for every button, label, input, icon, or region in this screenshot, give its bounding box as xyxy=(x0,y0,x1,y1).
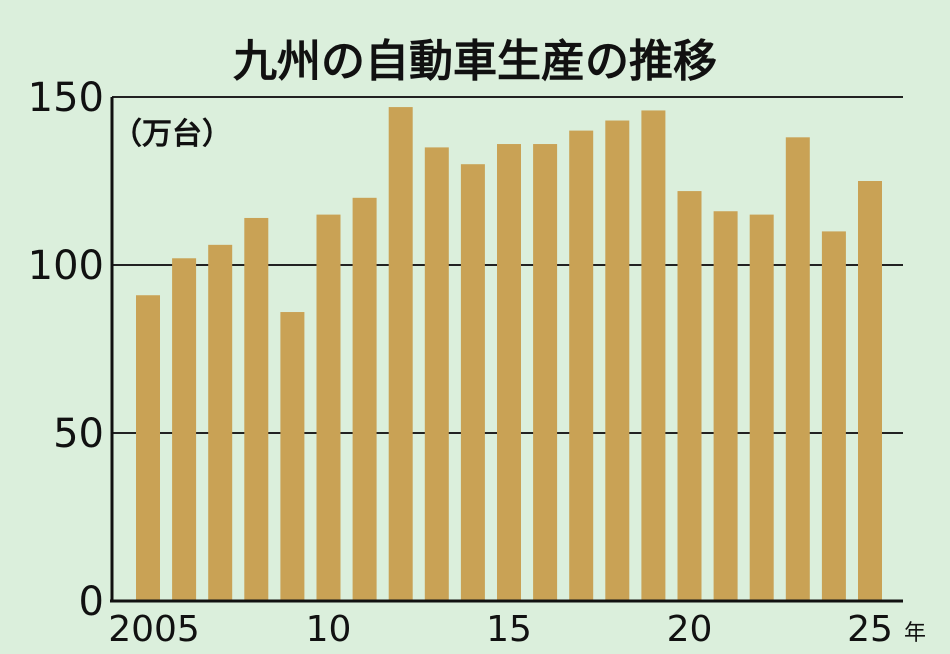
chart-title: 九州の自動車生産の推移 xyxy=(233,36,717,87)
x-tick-25: 25 xyxy=(847,609,893,650)
bar-2023 xyxy=(785,137,810,601)
bars xyxy=(136,107,882,602)
bar-2016 xyxy=(533,144,558,602)
bar-2024 xyxy=(821,231,846,601)
bar-2021 xyxy=(713,211,738,602)
bar-2022 xyxy=(749,214,774,601)
bar-2010 xyxy=(316,214,341,601)
bar-2013 xyxy=(424,147,449,601)
x-tick-20: 20 xyxy=(667,609,713,650)
bar-2014 xyxy=(460,164,485,601)
x-tick-labels: 2005 10 15 20 25 xyxy=(108,609,893,650)
axes xyxy=(110,97,903,603)
bar-2019 xyxy=(641,110,666,601)
x-tick-2005: 2005 xyxy=(108,609,200,650)
x-tick-10: 10 xyxy=(306,609,352,650)
y-tick-100: 100 xyxy=(28,243,104,289)
bar-2018 xyxy=(605,120,630,602)
bar-2006 xyxy=(172,258,197,601)
bar-2005 xyxy=(136,295,160,601)
bar-2025 xyxy=(858,181,882,601)
y-tick-50: 50 xyxy=(53,411,104,457)
x-unit-label: 年 xyxy=(904,621,926,646)
y-tick-0: 0 xyxy=(79,579,104,625)
y-tick-labels: 0 50 100 150 xyxy=(28,75,104,625)
x-tick-15: 15 xyxy=(486,609,532,650)
bar-2011 xyxy=(352,197,377,602)
bar-2008 xyxy=(244,217,269,601)
bar-2009 xyxy=(280,312,305,601)
bar-2015 xyxy=(497,144,521,602)
bar-2020 xyxy=(677,191,702,601)
bar-2017 xyxy=(569,130,594,601)
unit-label: （万台） xyxy=(112,117,232,152)
bar-2007 xyxy=(208,244,233,601)
bar-2012 xyxy=(388,107,413,601)
y-tick-150: 150 xyxy=(28,75,104,121)
